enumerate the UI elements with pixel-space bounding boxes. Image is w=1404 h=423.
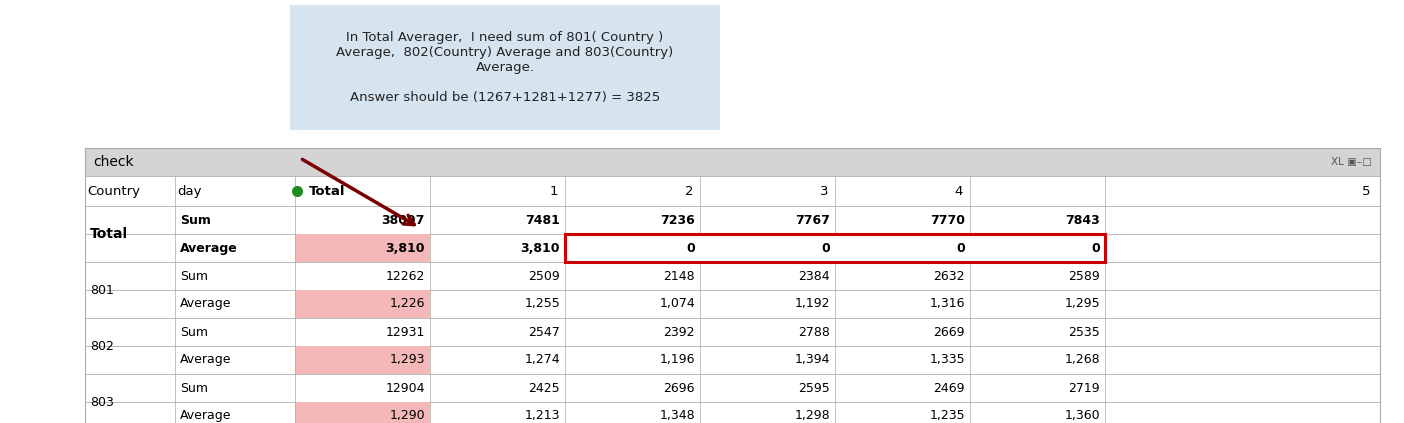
Text: 803: 803 (90, 396, 114, 409)
Text: 3: 3 (820, 184, 828, 198)
Text: 2547: 2547 (528, 326, 560, 338)
Text: 7236: 7236 (660, 214, 695, 226)
Text: 0: 0 (956, 242, 965, 255)
Text: 7843: 7843 (1066, 214, 1099, 226)
Text: 2384: 2384 (799, 269, 830, 283)
Text: XL ▣–□: XL ▣–□ (1331, 157, 1372, 167)
Text: 2: 2 (685, 184, 694, 198)
Text: 12262: 12262 (386, 269, 425, 283)
Text: day: day (177, 184, 202, 198)
Bar (295, 234, 430, 262)
Text: 4: 4 (955, 184, 963, 198)
Text: 1,196: 1,196 (660, 354, 695, 366)
Text: 1,293: 1,293 (389, 354, 425, 366)
Text: 1,235: 1,235 (929, 409, 965, 423)
Bar (86, 148, 1380, 423)
Bar (86, 374, 1380, 402)
Text: 801: 801 (90, 283, 114, 297)
Text: 1,290: 1,290 (389, 409, 425, 423)
Text: 7770: 7770 (929, 214, 965, 226)
Text: In Total Averager,  I need sum of 801( Country )
Average,  802(Country) Average : In Total Averager, I need sum of 801( Co… (337, 31, 674, 104)
Bar (86, 148, 1380, 176)
Bar (295, 290, 430, 318)
Bar (86, 176, 1380, 206)
Bar (86, 206, 1380, 234)
Text: 1,226: 1,226 (389, 297, 425, 310)
Text: Country: Country (87, 184, 140, 198)
Bar (295, 402, 430, 423)
Text: 2595: 2595 (799, 382, 830, 395)
Bar (86, 346, 1380, 374)
Text: Sum: Sum (180, 214, 211, 226)
Text: Total: Total (90, 227, 128, 241)
Text: Total: Total (309, 184, 345, 198)
Text: 2669: 2669 (934, 326, 965, 338)
Text: 1,298: 1,298 (795, 409, 830, 423)
Text: 1,335: 1,335 (929, 354, 965, 366)
Text: 1,074: 1,074 (660, 297, 695, 310)
Text: 5: 5 (1362, 184, 1370, 198)
Text: 1,213: 1,213 (525, 409, 560, 423)
Text: 0: 0 (821, 242, 830, 255)
Bar (86, 290, 1380, 318)
Text: 0: 0 (1091, 242, 1099, 255)
Text: 2535: 2535 (1068, 326, 1099, 338)
Text: 1,274: 1,274 (524, 354, 560, 366)
Text: 2469: 2469 (934, 382, 965, 395)
Bar (564, 234, 1105, 262)
Text: 1,255: 1,255 (524, 297, 560, 310)
Text: 2425: 2425 (528, 382, 560, 395)
Text: 2589: 2589 (1068, 269, 1099, 283)
Text: check: check (93, 155, 133, 169)
Text: 0: 0 (687, 242, 695, 255)
Text: 38097: 38097 (382, 214, 425, 226)
Text: 7767: 7767 (795, 214, 830, 226)
Text: 2392: 2392 (664, 326, 695, 338)
Text: 1,268: 1,268 (1064, 354, 1099, 366)
Bar (86, 262, 1380, 290)
Text: 802: 802 (90, 340, 114, 352)
Text: 2148: 2148 (663, 269, 695, 283)
Text: 1,348: 1,348 (660, 409, 695, 423)
Text: 3,810: 3,810 (521, 242, 560, 255)
Text: 12931: 12931 (386, 326, 425, 338)
Text: 1,394: 1,394 (795, 354, 830, 366)
Text: 2632: 2632 (934, 269, 965, 283)
Bar (295, 346, 430, 374)
Bar (291, 5, 720, 130)
Text: 2788: 2788 (797, 326, 830, 338)
Text: 1,316: 1,316 (929, 297, 965, 310)
Text: Sum: Sum (180, 326, 208, 338)
Text: 2509: 2509 (528, 269, 560, 283)
Text: 1,360: 1,360 (1064, 409, 1099, 423)
Text: Average: Average (180, 297, 232, 310)
Text: 7481: 7481 (525, 214, 560, 226)
Text: 1,192: 1,192 (795, 297, 830, 310)
Text: 3,810: 3,810 (386, 242, 425, 255)
Text: Sum: Sum (180, 269, 208, 283)
Text: 2719: 2719 (1068, 382, 1099, 395)
Text: 1: 1 (549, 184, 557, 198)
Text: 1,295: 1,295 (1064, 297, 1099, 310)
Bar (86, 402, 1380, 423)
Text: Average: Average (180, 409, 232, 423)
Text: 2696: 2696 (664, 382, 695, 395)
Text: 12904: 12904 (386, 382, 425, 395)
Bar (86, 318, 1380, 346)
Text: Average: Average (180, 354, 232, 366)
Bar (86, 234, 1380, 262)
Text: Average: Average (180, 242, 237, 255)
Text: Sum: Sum (180, 382, 208, 395)
